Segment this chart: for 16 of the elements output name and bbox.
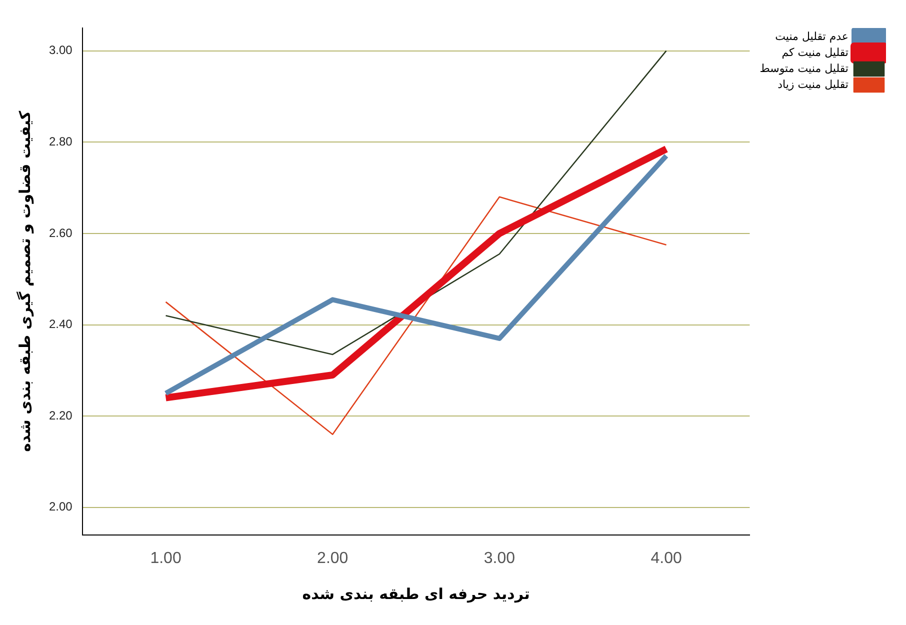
y-tick-label: 2.20 xyxy=(48,408,73,422)
x-tick-label: 4.00 xyxy=(650,550,682,567)
y-tick-label: 2.00 xyxy=(48,500,73,514)
x-tick-label: 3.00 xyxy=(484,550,516,567)
y-tick-label: 2.60 xyxy=(48,226,73,240)
y-tick-label: 3.00 xyxy=(48,43,73,58)
legend-label: عدم تقلیل منیت xyxy=(775,30,848,43)
y-axis-title: کیفیت قضاوت و تصمیم گیری طبقه بندی شده xyxy=(16,110,34,452)
y-tick-label: 2.80 xyxy=(48,134,73,148)
legend-label: تقلیل منیت کم xyxy=(782,46,848,59)
y-tick-label: 2.40 xyxy=(48,317,73,332)
x-tick-label: 1.00 xyxy=(150,550,182,567)
x-tick-label: 2.00 xyxy=(317,550,348,567)
legend-label: تقلیل منیت زیاد xyxy=(778,78,848,91)
legend-label: تقلیل منیت متوسط xyxy=(760,62,848,75)
x-axis-title: تردید حرفه ای طبقه بندی شده xyxy=(302,584,530,603)
